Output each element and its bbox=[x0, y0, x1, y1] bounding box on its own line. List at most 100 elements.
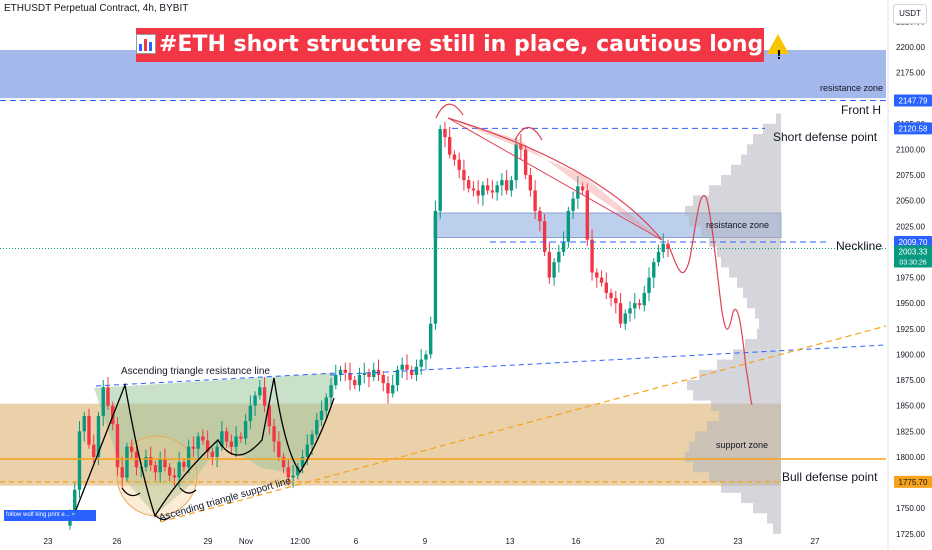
candle-body bbox=[329, 385, 333, 398]
candle-body bbox=[300, 456, 305, 468]
volume-profile-bar bbox=[729, 267, 781, 278]
candle-body bbox=[647, 277, 651, 293]
symbol-header: ETHUSDT Perpetual Contract, 4h, BYBIT bbox=[4, 3, 189, 14]
y-tick-label: 2025.00 bbox=[896, 222, 925, 231]
candle-body bbox=[428, 323, 433, 355]
volume-profile-bar bbox=[773, 523, 781, 534]
neckline-price-tag: 2009.70 bbox=[899, 238, 928, 247]
candle-body bbox=[125, 446, 129, 478]
candle-body bbox=[466, 180, 471, 189]
volume-profile-bar bbox=[759, 318, 781, 329]
candle-body bbox=[224, 431, 229, 442]
y-tick-label: 1850.00 bbox=[896, 402, 925, 411]
y-tick-label: 1925.00 bbox=[896, 325, 925, 334]
candle-body bbox=[73, 489, 77, 514]
x-tick-label: 6 bbox=[354, 537, 359, 546]
volume-profile-bar bbox=[695, 431, 781, 442]
volume-profile-bar bbox=[721, 482, 781, 493]
w-bottom-arc-3 bbox=[154, 514, 171, 521]
front-h-price-tag: 2147.79 bbox=[899, 96, 928, 105]
candle-body bbox=[547, 251, 552, 278]
y-tick-label: 1875.00 bbox=[896, 376, 925, 385]
candle-body bbox=[334, 374, 338, 386]
y-tick-label: 2175.00 bbox=[896, 69, 925, 78]
candle-body bbox=[561, 241, 566, 252]
candle-body bbox=[353, 380, 357, 386]
y-tick-label: 2200.00 bbox=[896, 43, 925, 52]
candle-body bbox=[220, 431, 224, 447]
candle-body bbox=[566, 210, 571, 242]
candle-body bbox=[433, 210, 438, 324]
top-peak-arc-1 bbox=[435, 103, 464, 119]
follow-badge[interactable]: follow wolf king print e... ♥ bbox=[4, 510, 96, 521]
candle-body bbox=[281, 456, 286, 468]
x-tick-label: 20 bbox=[656, 537, 665, 546]
candle-body bbox=[82, 415, 86, 432]
volume-profile-bar bbox=[743, 287, 781, 299]
warning-icon: ! bbox=[767, 34, 790, 62]
candle-body bbox=[210, 451, 215, 457]
y-tick-label: 2050.00 bbox=[896, 197, 925, 206]
idea-title-banner: #ETH short structure still in place, cau… bbox=[136, 28, 790, 62]
candle-body bbox=[296, 467, 300, 476]
y-tick-label: 1750.00 bbox=[896, 504, 925, 513]
support-zone-label: support zone bbox=[716, 440, 768, 450]
y-tick-label: 2100.00 bbox=[896, 145, 925, 154]
candle-body bbox=[595, 272, 599, 278]
candle-body bbox=[637, 303, 642, 306]
candle-body bbox=[87, 415, 91, 445]
candle-body bbox=[215, 446, 219, 457]
candle-body bbox=[604, 282, 609, 293]
candle-body bbox=[163, 458, 167, 468]
candle-body bbox=[106, 387, 110, 406]
candle-body bbox=[234, 436, 238, 447]
y-tick-label: 1800.00 bbox=[896, 453, 925, 462]
volume-profile-bar bbox=[693, 462, 781, 473]
resistance-zone-mid-label: resistance zone bbox=[706, 220, 769, 230]
candle-body bbox=[357, 374, 362, 386]
candle-body bbox=[481, 185, 485, 196]
volume-profile-bar bbox=[707, 421, 781, 432]
short-defense-price-tag: 2120.58 bbox=[899, 124, 928, 133]
currency-button[interactable]: USDT bbox=[893, 4, 927, 24]
candle-body bbox=[633, 303, 637, 309]
volume-profile-bar bbox=[755, 308, 781, 319]
candle-body bbox=[367, 372, 371, 377]
candle-body bbox=[153, 465, 158, 473]
candle-body bbox=[262, 387, 267, 406]
candle-body bbox=[400, 364, 404, 370]
asc-resistance-label: Ascending triangle resistance line bbox=[121, 366, 270, 377]
candle-body bbox=[77, 431, 82, 490]
candle-body bbox=[485, 185, 490, 191]
candle-body bbox=[391, 385, 395, 394]
descending-arc-outer bbox=[447, 117, 663, 241]
candle-body bbox=[462, 169, 466, 181]
candle-body bbox=[410, 369, 414, 375]
accumulation-circle bbox=[116, 435, 198, 517]
volume-profile-bar bbox=[687, 380, 781, 391]
bull-defense-label: Bull defense point bbox=[782, 470, 878, 484]
candle-body bbox=[96, 415, 101, 457]
front-h-label: Front H bbox=[841, 103, 881, 117]
x-tick-label: 16 bbox=[572, 537, 581, 546]
candle-body bbox=[343, 369, 347, 373]
candle-body bbox=[533, 190, 537, 211]
candle-body bbox=[661, 243, 665, 252]
asc-support-line bbox=[159, 325, 887, 523]
volume-profile-bar bbox=[699, 369, 781, 381]
candle-body bbox=[310, 434, 314, 445]
candle-body bbox=[618, 303, 623, 324]
candle-body bbox=[623, 313, 627, 324]
candle-body bbox=[92, 444, 96, 457]
candle-body bbox=[248, 405, 253, 422]
bull-defense-price-tag-bg bbox=[894, 475, 932, 488]
candle-body bbox=[419, 359, 423, 367]
candle-body bbox=[253, 395, 257, 406]
x-tick-label: 13 bbox=[506, 537, 515, 546]
candle-body bbox=[315, 420, 319, 435]
x-tick-label: 9 bbox=[423, 537, 428, 546]
follow-badge-text: follow wolf king print e... bbox=[6, 512, 72, 518]
candle-body bbox=[286, 467, 291, 478]
